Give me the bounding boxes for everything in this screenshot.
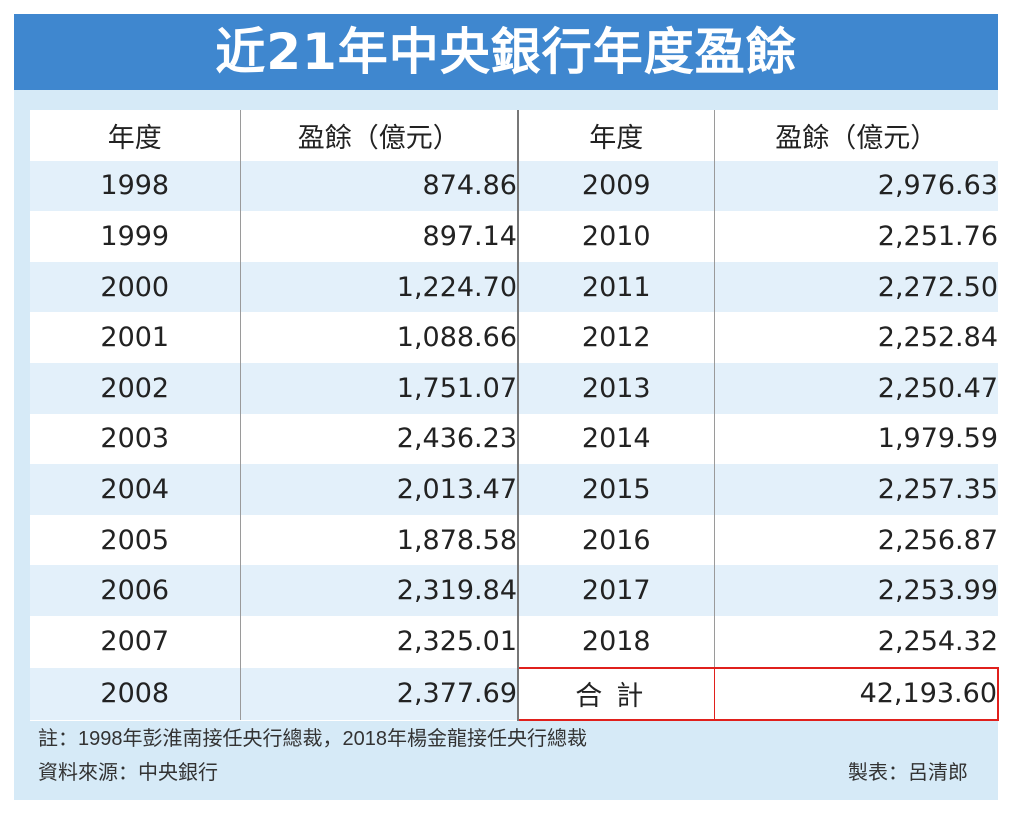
surplus-cell: 2,436.23 (240, 413, 519, 465)
year-cell: 1999 (30, 211, 241, 262)
year-cell: 2011 (518, 261, 715, 313)
header-year-left: 年度 (30, 110, 241, 161)
year-cell: 2007 (30, 615, 241, 668)
year-cell: 2008 (30, 667, 241, 721)
surplus-cell: 1,979.59 (714, 413, 998, 465)
total-label: 合計 (517, 666, 715, 722)
surplus-cell: 1,751.07 (240, 362, 519, 414)
year-cell: 1998 (30, 160, 241, 212)
header-year-right: 年度 (518, 110, 715, 161)
table-row: 2005 1,878.58 2016 2,256.87 (30, 514, 998, 566)
year-cell: 2002 (30, 362, 241, 414)
header-surplus-right: 盈餘（億元） (714, 110, 998, 161)
table-row: 1999 897.14 2010 2,251.76 (30, 211, 998, 262)
table-row: 1998 874.86 2009 2,976.63 (30, 160, 998, 212)
year-cell: 2001 (30, 312, 241, 363)
year-cell: 2006 (30, 565, 241, 616)
table-row: 2008 2,377.69 合計 42,193.60 (30, 666, 999, 722)
surplus-cell: 2,319.84 (240, 565, 519, 616)
surplus-table: 年度 盈餘（億元） 年度 盈餘（億元） 1998 874.86 2009 2,9… (30, 110, 999, 722)
surplus-cell: 874.86 (240, 160, 519, 212)
surplus-cell: 1,088.66 (240, 312, 519, 363)
table-row: 2004 2,013.47 2015 2,257.35 (30, 464, 998, 515)
year-cell: 2009 (518, 160, 715, 212)
year-cell: 2004 (30, 464, 241, 515)
year-cell: 2000 (30, 261, 241, 313)
surplus-cell: 2,377.69 (240, 667, 519, 721)
surplus-cell: 2,254.32 (714, 615, 998, 668)
surplus-cell: 897.14 (240, 211, 519, 262)
surplus-cell: 2,325.01 (240, 615, 519, 668)
table-row: 2002 1,751.07 2013 2,250.47 (30, 362, 998, 414)
year-cell: 2014 (518, 413, 715, 465)
year-cell: 2017 (518, 565, 715, 616)
surplus-cell: 2,253.99 (714, 565, 998, 616)
surplus-cell: 2,256.87 (714, 514, 998, 566)
credit-note: 製表：呂清郎 (848, 762, 968, 784)
year-cell: 2012 (518, 312, 715, 363)
surplus-cell: 1,224.70 (240, 261, 519, 313)
header-surplus-left: 盈餘（億元） (240, 110, 519, 161)
surplus-cell: 2,976.63 (714, 160, 998, 212)
year-cell: 2015 (518, 464, 715, 515)
table-header-row: 年度 盈餘（億元） 年度 盈餘（億元） (30, 110, 998, 161)
surplus-cell: 2,013.47 (240, 464, 519, 515)
source-note: 資料來源：中央銀行 (38, 762, 218, 784)
year-cell: 2018 (518, 615, 715, 668)
year-cell: 2010 (518, 211, 715, 262)
table-row: 2003 2,436.23 2014 1,979.59 (30, 413, 998, 465)
surplus-cell: 2,272.50 (714, 261, 998, 313)
surplus-cell: 2,250.47 (714, 362, 998, 414)
surplus-cell: 1,878.58 (240, 514, 519, 566)
year-cell: 2013 (518, 362, 715, 414)
table-row: 2000 1,224.70 2011 2,272.50 (30, 261, 998, 313)
surplus-cell: 2,251.76 (714, 211, 998, 262)
surplus-cell: 2,252.84 (714, 312, 998, 363)
table-panel: 近21年中央銀行年度盈餘 年度 盈餘（億元） 年度 盈餘（億元） 1998 87… (14, 14, 999, 800)
table-row: 2006 2,319.84 2017 2,253.99 (30, 565, 998, 616)
footnote: 註：1998年彭淮南接任央行總裁，2018年楊金龍接任央行總裁 (38, 728, 587, 750)
year-cell: 2005 (30, 514, 241, 566)
table-row: 2001 1,088.66 2012 2,252.84 (30, 312, 998, 363)
page-title: 近21年中央銀行年度盈餘 (14, 14, 998, 90)
table-row: 2007 2,325.01 2018 2,254.32 (30, 615, 998, 668)
year-cell: 2016 (518, 514, 715, 566)
year-cell: 2003 (30, 413, 241, 465)
surplus-cell: 2,257.35 (714, 464, 998, 515)
total-value: 42,193.60 (714, 666, 999, 722)
